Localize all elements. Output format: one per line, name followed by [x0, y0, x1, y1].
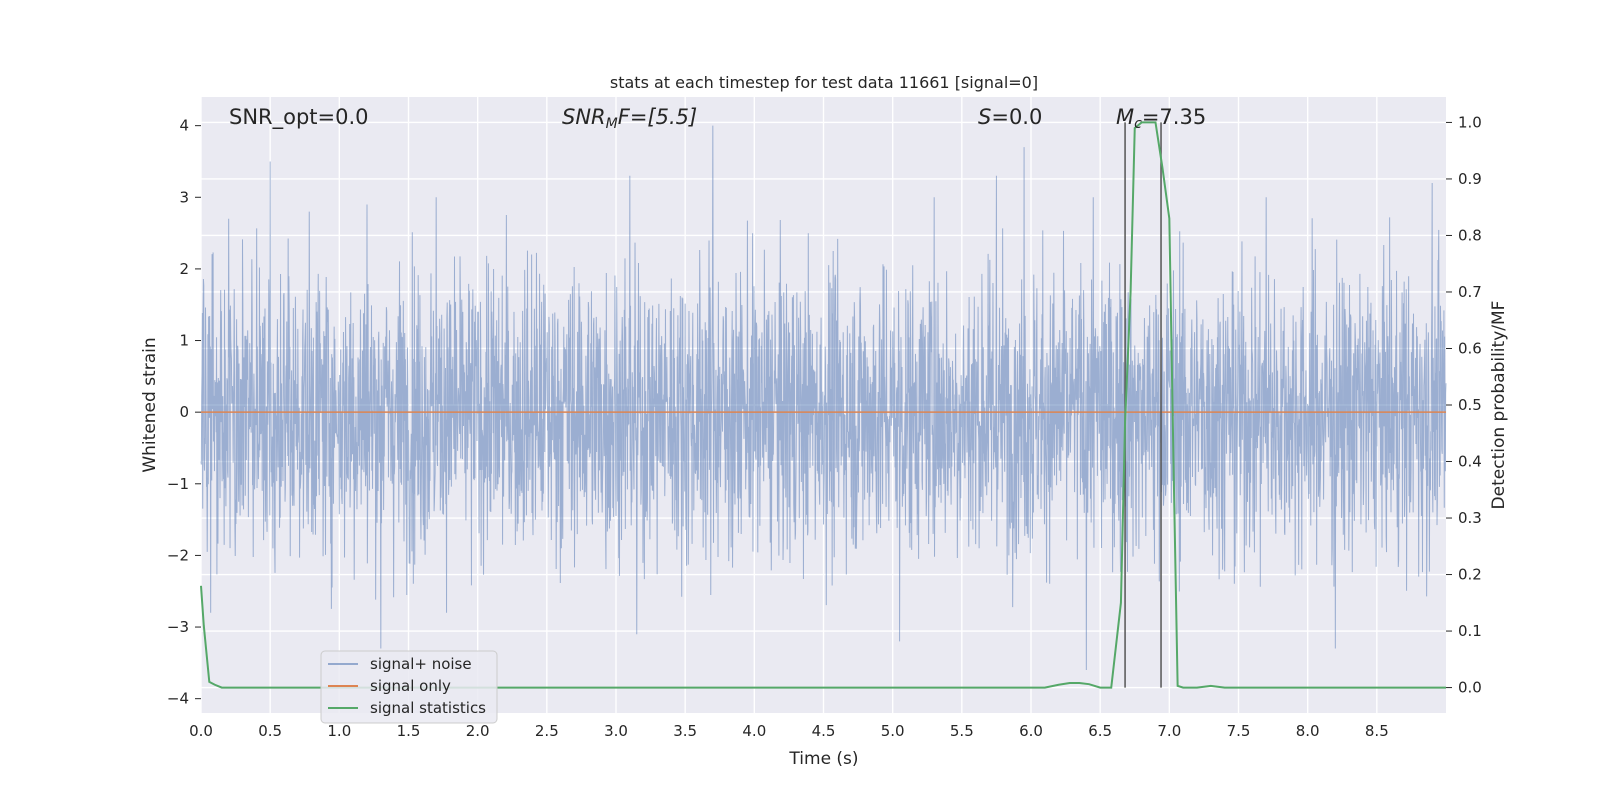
x-tick-label: 0.0 [189, 722, 213, 740]
x-tick-label: 8.5 [1365, 722, 1389, 740]
chart-title: stats at each timestep for test data 116… [610, 73, 1038, 92]
y-axis-label: Whitened strain [140, 337, 160, 472]
y-tick-label: −1 [167, 475, 189, 493]
x-tick-label: 1.0 [327, 722, 351, 740]
y-axis-ticks-left: 4 3 2 1 0 −1 −2 −3 −4 [167, 117, 201, 708]
x-tick-label: 5.5 [950, 722, 974, 740]
x-tick-label: 6.5 [1088, 722, 1112, 740]
legend-box [320, 650, 498, 724]
legend: signal+ noise signal only signal statist… [320, 650, 498, 724]
y-gridlines-right [201, 121, 1446, 689]
y-tick-label: −2 [167, 546, 189, 564]
y-tick-label-right: 0.8 [1458, 226, 1482, 244]
annotation-mc-rest: =7.35 [1142, 105, 1206, 129]
legend-label-signal-only: signal only [370, 677, 451, 695]
y-axis-label-right: Detection probability/MF [1489, 301, 1509, 510]
annotation-mc: Mc=7.35 [1116, 105, 1206, 132]
y-axis-ticks-right: 1.0 0.9 0.8 0.7 0.6 0.5 0.4 0.3 0.2 0.1 0.0 [1446, 113, 1482, 697]
x-tick-label: 3.5 [673, 722, 697, 740]
legend-label-noise: signal+ noise [370, 655, 472, 673]
y-tick-label: 0 [179, 403, 189, 421]
x-tick-label: 7.5 [1227, 722, 1251, 740]
annotation-snr-opt: SNR_opt=0.0 [229, 105, 369, 130]
signal-noise-series [200, 125, 1447, 671]
y-tick-label: 3 [179, 188, 189, 206]
signal-noise-line [200, 125, 1447, 671]
y-tick-label-right: 0.1 [1458, 622, 1482, 640]
x-tick-label: 4.5 [812, 722, 836, 740]
annotation-mc-main: M [1116, 105, 1134, 129]
y-tick-label: 1 [179, 332, 189, 350]
y-tick-label-right: 0.9 [1458, 170, 1482, 188]
x-tick-label: 2.0 [466, 722, 490, 740]
y-tick-label-right: 0.0 [1458, 679, 1482, 697]
y-tick-label-right: 0.7 [1458, 283, 1482, 301]
y-tick-label-right: 0.5 [1458, 396, 1482, 414]
y-tick-label-right: 0.3 [1458, 509, 1482, 527]
y-tick-label: −3 [167, 618, 189, 636]
x-tick-label: 1.5 [397, 722, 421, 740]
legend-label-statistics: signal statistics [370, 699, 486, 717]
y-tick-label-right: 1.0 [1458, 113, 1482, 131]
x-axis-ticks: 0.0 0.5 1.0 1.5 2.0 2.5 3.0 3.5 4.0 4.5 5.0 5.5 6.0 6… [189, 722, 1389, 740]
x-tick-label: 3.0 [604, 722, 628, 740]
x-tick-label: 7.0 [1157, 722, 1181, 740]
annotation-s-main: S [978, 105, 991, 129]
x-tick-label: 0.5 [258, 722, 282, 740]
y-tick-label-right: 0.6 [1458, 339, 1482, 357]
x-tick-label: 5.0 [881, 722, 905, 740]
annotation-mc-sub: c [1134, 116, 1142, 132]
x-tick-label: 2.5 [535, 722, 559, 740]
y-tick-label: 4 [179, 117, 189, 135]
y-tick-label-right: 0.2 [1458, 566, 1482, 584]
x-tick-label: 6.0 [1019, 722, 1043, 740]
y-tick-label: −4 [167, 690, 189, 708]
x-tick-label: 4.0 [742, 722, 766, 740]
annotation-s-rest: =0.0 [991, 105, 1042, 129]
x-axis-label: Time (s) [788, 749, 858, 769]
annotation-snr-mf: SNRMF=[5.5] [562, 105, 697, 132]
y-tick-label-right: 0.4 [1458, 453, 1482, 471]
x-tick-label: 8.0 [1296, 722, 1320, 740]
annotation-s: S=0.0 [978, 105, 1042, 129]
signal-statistics-line [200, 121, 1446, 689]
y-tick-label: 2 [179, 260, 189, 278]
annotation-snr-mf-sub: M [606, 116, 618, 132]
annotation-snr-mf-main: SNR [562, 105, 606, 129]
annotation-snr-mf-rest: F=[5.5] [618, 105, 697, 129]
